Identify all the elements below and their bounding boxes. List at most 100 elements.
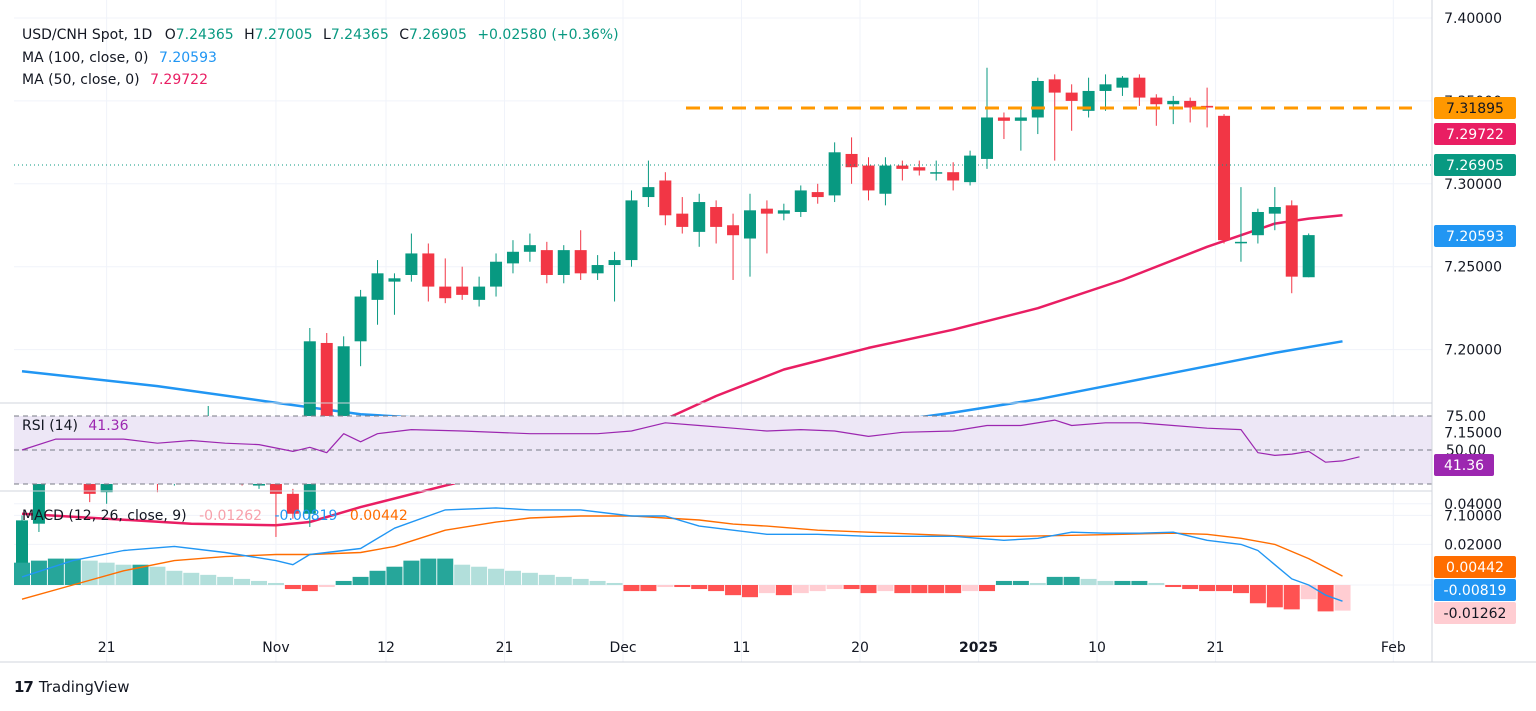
candle-body [1133,77,1146,98]
candle-body [862,165,875,191]
tradingview-logo[interactable]: 17 TradingView [14,678,130,696]
candle [997,112,1010,140]
candle-body [1218,115,1231,241]
candle [1082,77,1095,118]
macd-histogram-bar [843,585,860,590]
candle-body [337,346,350,433]
candle-body [913,167,926,171]
candle-body [659,180,672,216]
macd-histogram-bar [64,558,81,585]
macd-histogram-bar [217,576,234,585]
macd-histogram-bar [1249,585,1266,604]
macd-histogram-bar [47,558,64,585]
macd-histogram-bar [420,558,437,585]
macd-legend-hist: -0.01262 [199,508,262,524]
candle-body [625,200,638,261]
candle [693,193,706,247]
macd-histogram-bar [962,585,979,592]
macd-line [21,507,1343,602]
grid-lines [14,0,1432,662]
ma100-legend-value: 7.20593 [159,50,217,66]
macd-histogram-bar [471,566,488,585]
candle-body [456,286,469,295]
candle-body [777,210,790,214]
macd-histogram-bar [894,585,911,594]
candle [1218,114,1231,244]
candle [1184,97,1197,123]
candle [456,266,469,300]
macd-histogram-bar [1114,580,1131,585]
macd-histogram-bar [657,585,674,588]
candle [1167,95,1180,125]
time-tick-label: 10 [1088,640,1106,656]
macd-histogram-bar [166,570,183,585]
macd-histogram-bar [775,585,792,596]
macd-legend-signal: 0.00442 [350,508,408,524]
macd-histogram-bar [284,585,301,590]
resistance-badge: 7.31895 [1434,97,1516,119]
macd-legend-macd: -0.00819 [275,508,338,524]
macd-histogram-bar [454,564,471,585]
candle-body [608,260,621,266]
rsi-band [14,416,1432,484]
close-badge-text: 7.26905 [1446,158,1504,174]
candle-body [1014,117,1027,121]
macd-histogram-bar [369,570,386,585]
candle [1285,200,1298,294]
candle [964,150,977,186]
candle-body [490,261,503,287]
candle [354,289,367,367]
candle-body [981,117,994,159]
price-tick-label: 7.25000 [1444,260,1502,276]
signal-badge-text: 0.00442 [1446,560,1504,576]
close-badge: 7.26905 [1434,154,1516,176]
time-tick-label: 12 [377,640,395,656]
candle-body [473,286,486,300]
candle [879,157,892,206]
tradingview-icon: 17 [14,678,34,696]
candle [710,200,723,244]
change-value: +0.02580 (+0.36%) [477,27,618,43]
signal-badge: 0.00442 [1434,556,1516,578]
candle [506,240,519,274]
time-axis[interactable]: 21 Nov 12 21 Dec 11 20 2025 10 21 Feb [98,640,1406,656]
candle [1251,208,1264,244]
time-tick-label: Nov [262,640,289,656]
macd-histogram-bar [792,585,809,594]
candle [794,185,807,217]
candle-body [574,250,587,274]
candle [286,488,299,519]
ma50-legend-label: MA (50, close, 0) [22,72,140,88]
macd-histogram-bar [555,576,572,585]
rsi-legend: RSI (14) 41.36 [22,418,129,434]
macd-histogram-bar [403,560,420,585]
macd-lines-layer [21,507,1343,602]
macd-histogram-bar [708,585,725,592]
macd-histogram-bar [1199,585,1216,592]
candle [1234,187,1247,262]
close-value: 7.26905 [409,27,467,43]
candle-body [845,153,858,168]
candle [422,243,435,302]
candle [811,183,824,204]
macd-histogram-bar [995,580,1012,585]
ma50-badge: 7.29722 [1434,123,1516,145]
low-value: 7.24365 [331,27,389,43]
macd-histogram-bar [826,585,843,590]
candle-body [1048,79,1061,93]
candle [523,233,536,262]
candle-body [523,245,536,252]
macd-histogram-bar [267,582,284,585]
macd-histogram-bar [1080,578,1097,585]
candle-body [676,213,689,227]
macd-histogram-bar [1029,582,1046,585]
macd-histogram-bar [1063,576,1080,585]
candle [743,193,756,277]
candle-body [997,117,1010,121]
candle [676,197,689,234]
macd-histogram-bar [14,562,30,585]
candle-body [1302,235,1315,278]
macd-histogram-bar [386,566,403,585]
macd-axis[interactable]: 0.04000 0.02000 [1444,497,1502,554]
